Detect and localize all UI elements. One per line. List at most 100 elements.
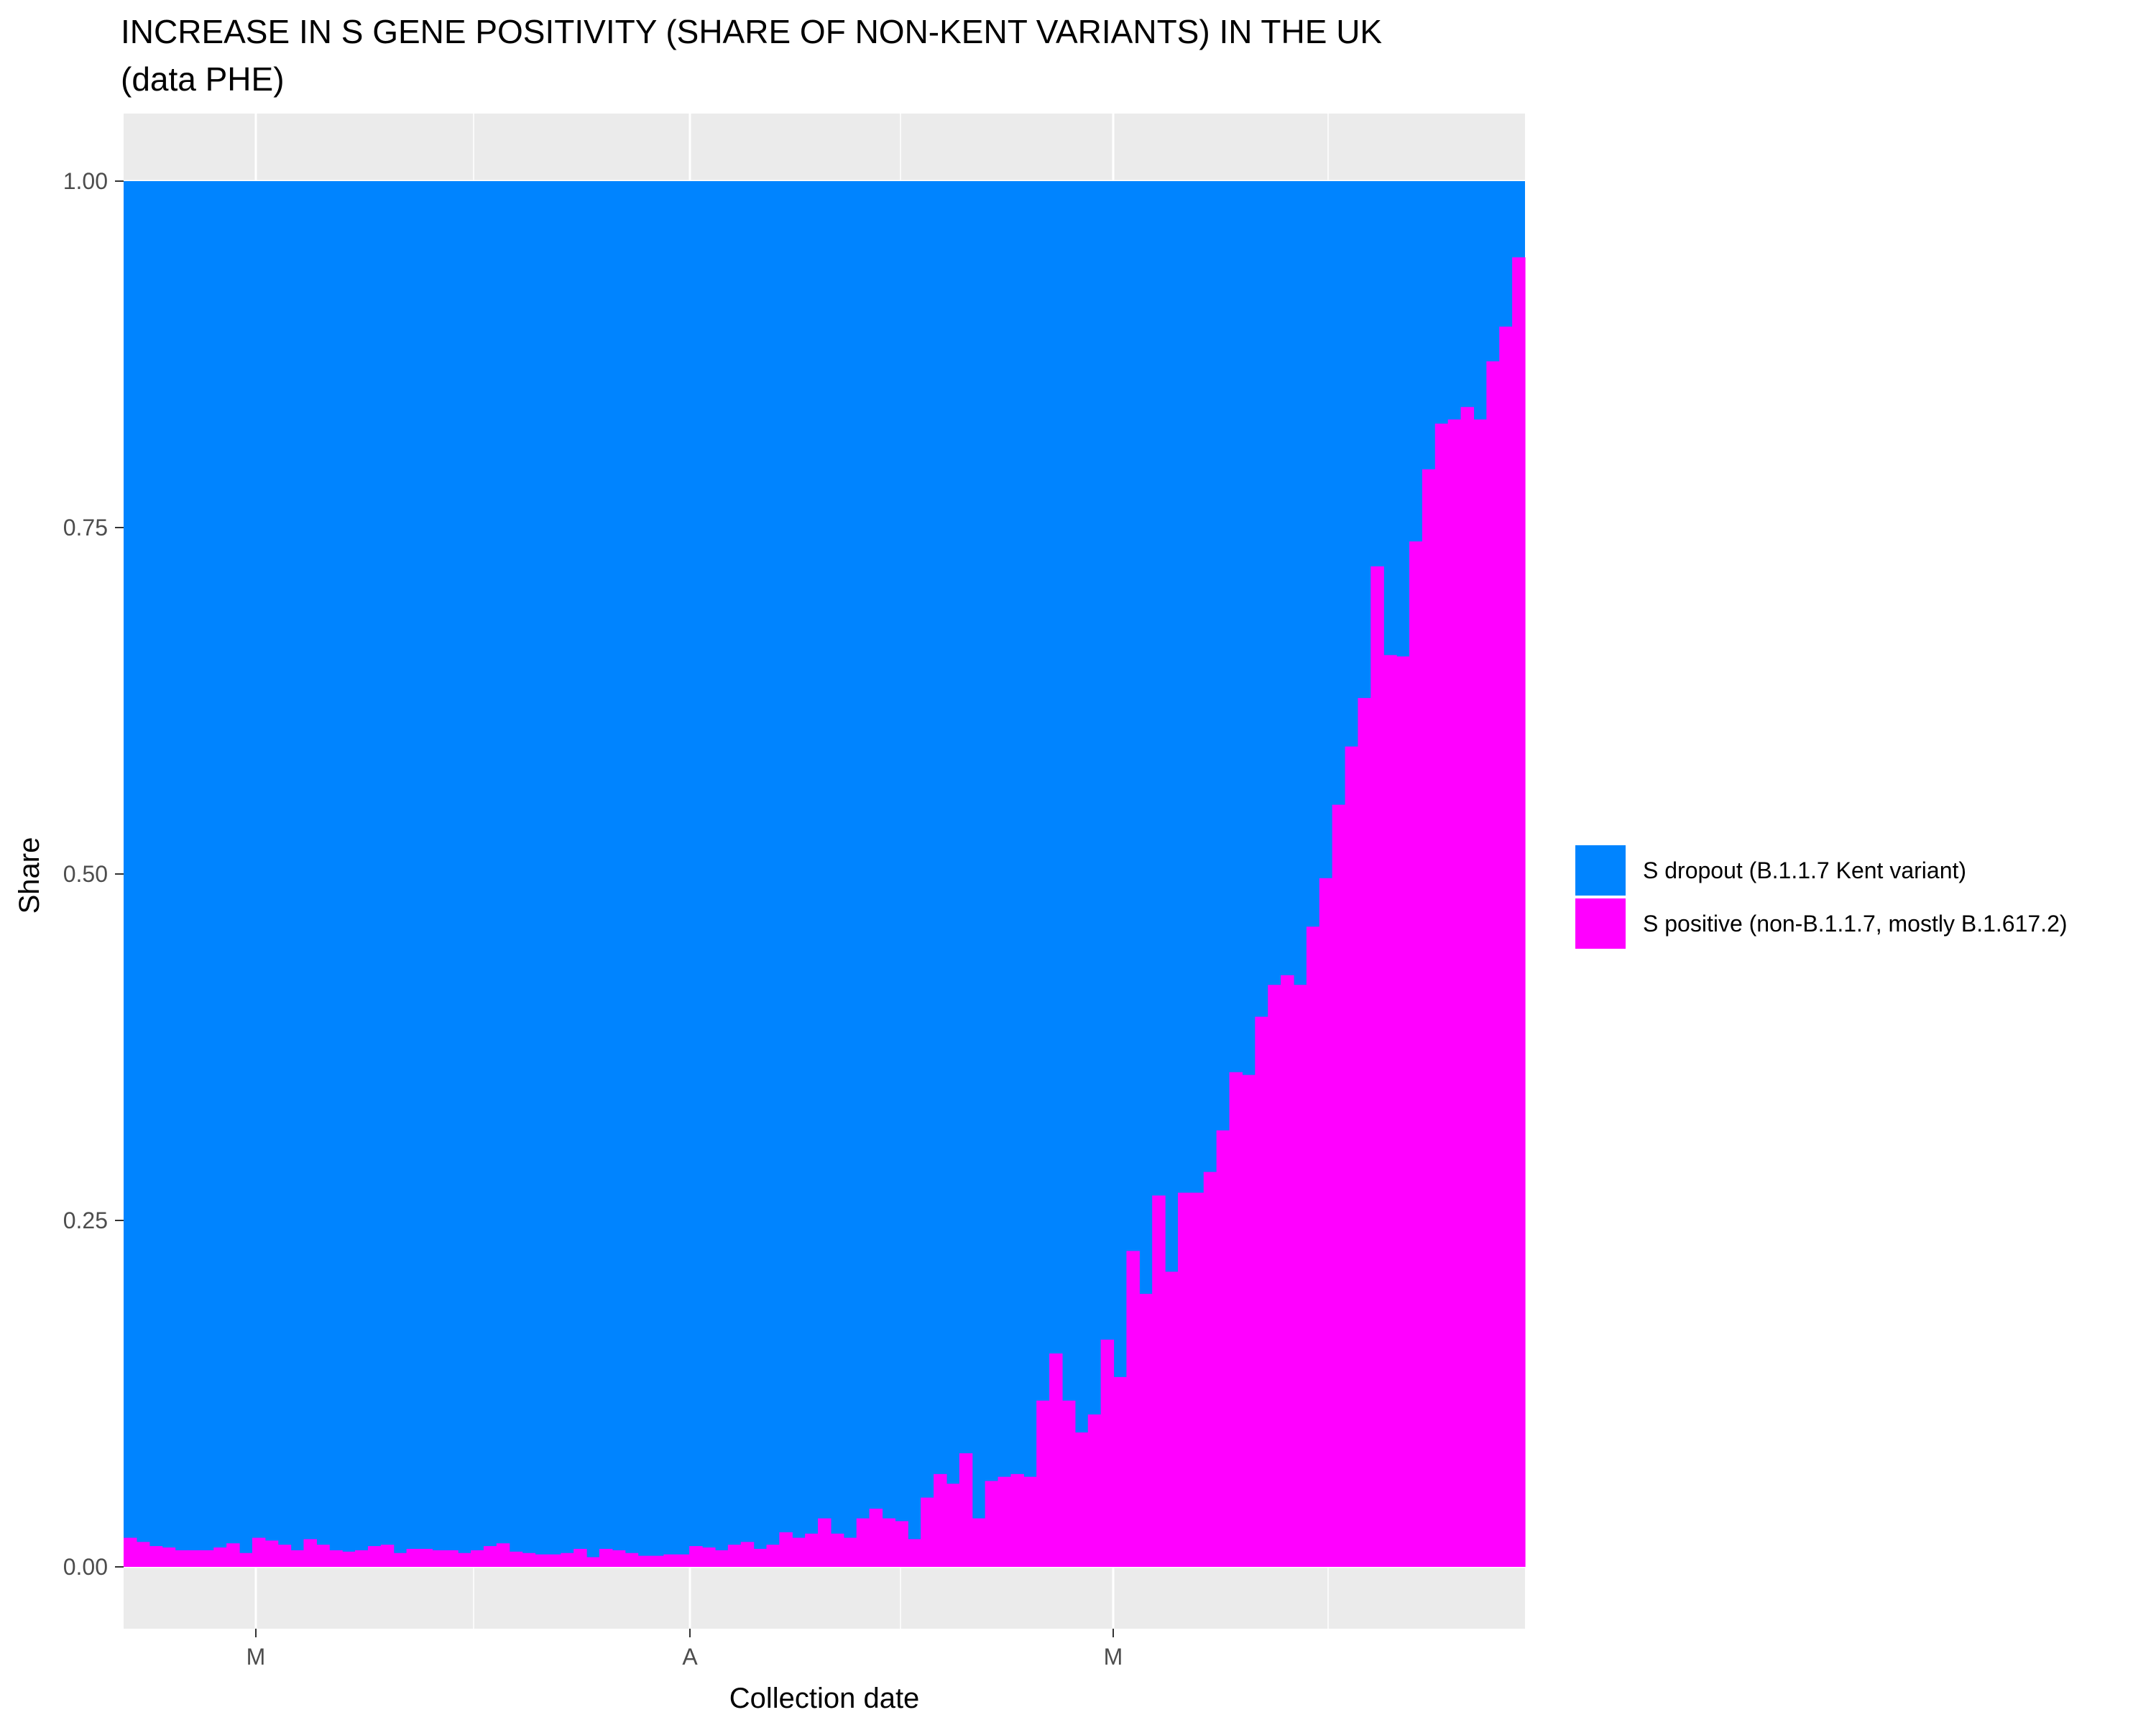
s-positive-bar [637,1555,652,1567]
chart-subtitle: (data PHE) [121,60,285,98]
s-positive-bar [753,1548,768,1567]
s-positive-bar [1486,361,1500,1567]
s-positive-bar [1332,804,1346,1567]
s-positive-bar [1409,541,1423,1567]
s-positive-bar [921,1497,934,1567]
s-positive-bar [1190,1192,1204,1567]
s-positive-bar [573,1548,587,1567]
s-positive-bar [830,1533,844,1567]
s-positive-bar [201,1550,214,1567]
chart-title: INCREASE IN S GENE POSITIVITY (SHARE OF … [121,13,1382,50]
s-positive-bar [458,1552,471,1567]
s-positive-bar [419,1548,433,1567]
s-positive-bar [1139,1294,1153,1567]
s-positive-bar [290,1550,305,1567]
legend-key-s-dropout [1575,845,1626,896]
s-positive-bar [239,1552,253,1567]
s-positive-bar [792,1537,806,1567]
y-tick-label: 0.50 [63,861,108,887]
s-positive-bar [380,1545,395,1567]
y-tick-label: 0.25 [63,1208,108,1233]
s-positive-bar [1383,655,1397,1567]
x-tick-label: M [1104,1644,1123,1670]
legend-label-s-positive: S positive (non-B.1.1.7, mostly B.1.617.… [1643,911,2068,937]
s-positive-bar [972,1518,986,1567]
legend-label-s-dropout: S dropout (B.1.1.7 Kent variant) [1643,857,1966,883]
s-positive-bar [946,1484,960,1567]
s-positive-bar [1229,1072,1243,1567]
s-positive-bar [136,1542,150,1567]
s-positive-bar [1306,926,1320,1567]
s-positive-bar [509,1551,523,1567]
s-positive-bar [998,1476,1011,1567]
s-positive-bar [856,1518,870,1567]
y-tick-label: 0.00 [63,1554,108,1580]
s-positive-bar [1216,1130,1230,1567]
s-positive-bar [1473,419,1487,1567]
s-positive-bar [1177,1192,1192,1567]
s-positive-bar [805,1533,819,1567]
s-positive-bar [471,1550,484,1567]
s-positive-bar [1203,1172,1217,1567]
s-positive-bar [934,1473,947,1567]
s-positive-bar [496,1543,510,1567]
s-positive-bar [432,1550,446,1567]
s-positive-bar [1242,1075,1256,1567]
s-positive-bar [586,1557,600,1567]
y-tick-label: 0.75 [63,515,108,540]
s-positive-bar [612,1550,626,1567]
s-positive-bar [1165,1271,1179,1567]
s-positive-bar [1512,257,1526,1567]
s-positive-bar [522,1552,536,1567]
s-positive-bar [1074,1432,1089,1567]
s-positive-bar [727,1545,742,1567]
s-positive-bar [329,1550,343,1567]
s-positive-bar [548,1554,561,1567]
s-positive-bar [561,1552,574,1567]
s-positive-bar [1447,419,1462,1567]
s-positive-bar [188,1550,201,1567]
s-positive-bar [1152,1195,1166,1567]
s-positive-bar [740,1542,755,1567]
s-positive-bar [1036,1400,1050,1567]
s-positive-bar [1319,878,1333,1567]
s-positive-bar [843,1537,857,1567]
s-positive-bar [1126,1251,1140,1567]
s-positive-bar [895,1521,908,1567]
s-positive-bar [393,1552,407,1567]
s-positive-bar [483,1546,497,1567]
s-positive-bar [1370,566,1384,1567]
s-positive-bar [1087,1414,1102,1567]
x-axis-title: Collection date [729,1683,920,1714]
s-positive-bar [908,1539,921,1567]
s-positive-bar [535,1554,548,1567]
s-positive-bar [882,1518,895,1567]
s-positive-bar [779,1532,793,1567]
y-tick-label: 1.00 [63,168,108,194]
s-positive-bar [1061,1400,1076,1567]
s-positive-bar [1396,656,1410,1567]
s-positive-bar [676,1554,690,1567]
s-positive-bar [175,1550,189,1567]
s-positive-bar [869,1509,883,1567]
s-positive-bar [1345,746,1359,1567]
s-positive-bar [1113,1376,1128,1567]
x-tick-label: A [682,1644,698,1670]
s-positive-bar [303,1539,317,1567]
y-axis-ticks: 0.00 0.25 0.50 0.75 1.00 [63,168,124,1580]
s-positive-bar [1281,975,1294,1567]
s-positive-bar [1023,1476,1037,1567]
x-tick-label: M [247,1644,266,1670]
s-positive-bar [959,1453,973,1567]
s-positive-bar [1293,985,1307,1567]
s-positive-bar [445,1550,459,1567]
legend: S dropout (B.1.1.7 Kent variant) S posit… [1575,845,2068,949]
s-positive-bar [689,1546,703,1567]
s-positive-bar [124,1537,137,1567]
s-positive-bar [1434,423,1449,1567]
s-positive-bar [766,1545,780,1567]
s-positive-bar [1499,326,1513,1568]
s-positive-bar [162,1547,176,1567]
legend-key-s-positive [1575,898,1626,949]
